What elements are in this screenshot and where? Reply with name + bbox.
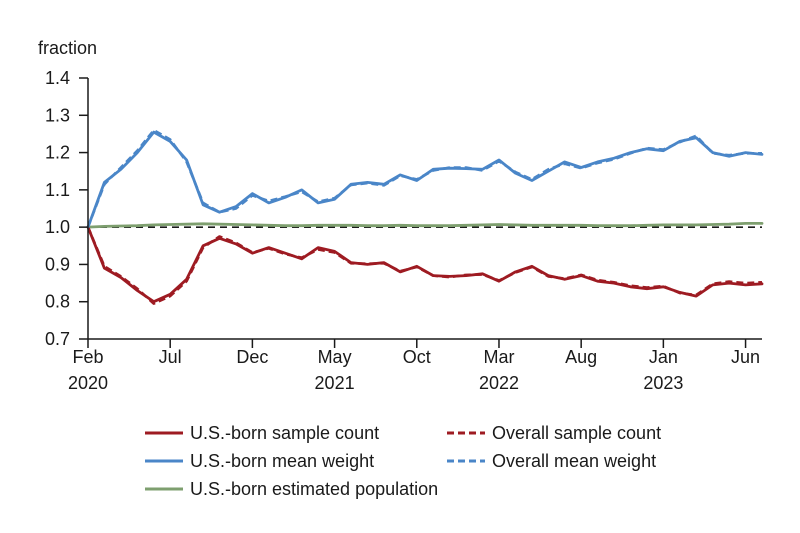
x-tick-year-label: 2022: [479, 373, 519, 393]
x-tick-label: Mar: [483, 347, 514, 367]
y-tick-label: 0.8: [45, 292, 70, 312]
x-tick-label: Dec: [236, 347, 268, 367]
y-tick-label: 1.2: [45, 143, 70, 163]
legend-label: U.S.-born sample count: [190, 423, 379, 443]
x-tick-year-label: 2020: [68, 373, 108, 393]
series-line-1: [86, 226, 763, 305]
x-axis: Feb 2020 Jul Dec May 2021 Oct Mar 2022 Aug Jan 2023…: [68, 338, 762, 393]
y-tick-label: 1.0: [45, 217, 70, 237]
series-line-3: [86, 128, 762, 228]
x-tick-year-label: 2023: [643, 373, 683, 393]
series-line-0: [86, 225, 764, 304]
y-axis-title: fraction: [38, 38, 97, 58]
series-line-4: [86, 221, 764, 229]
x-tick-label: Jun: [731, 347, 760, 367]
legend-label: U.S.-born estimated population: [190, 479, 438, 499]
legend: U.S.-born sample count Overall sample cou…: [145, 423, 661, 499]
plot-area: [86, 128, 764, 305]
legend-label: Overall sample count: [492, 423, 661, 443]
x-tick-label: May: [318, 347, 352, 367]
series-line-2: [86, 130, 764, 229]
x-tick-label: Jan: [649, 347, 678, 367]
y-tick-label: 0.7: [45, 329, 70, 349]
y-tick-label: 0.9: [45, 254, 70, 274]
y-axis: 0.7 0.8 0.9 1.0 1.1 1.2 1.3 1.4: [45, 68, 89, 349]
x-tick-year-label: 2021: [315, 373, 355, 393]
y-tick-label: 1.1: [45, 180, 70, 200]
y-tick-label: 1.4: [45, 68, 70, 88]
x-tick-label: Feb: [72, 347, 103, 367]
legend-label: U.S.-born mean weight: [190, 451, 374, 471]
legend-label: Overall mean weight: [492, 451, 656, 471]
y-tick-label: 1.3: [45, 105, 70, 125]
x-tick-label: Aug: [565, 347, 597, 367]
x-tick-label: Oct: [403, 347, 431, 367]
x-tick-label: Jul: [159, 347, 182, 367]
